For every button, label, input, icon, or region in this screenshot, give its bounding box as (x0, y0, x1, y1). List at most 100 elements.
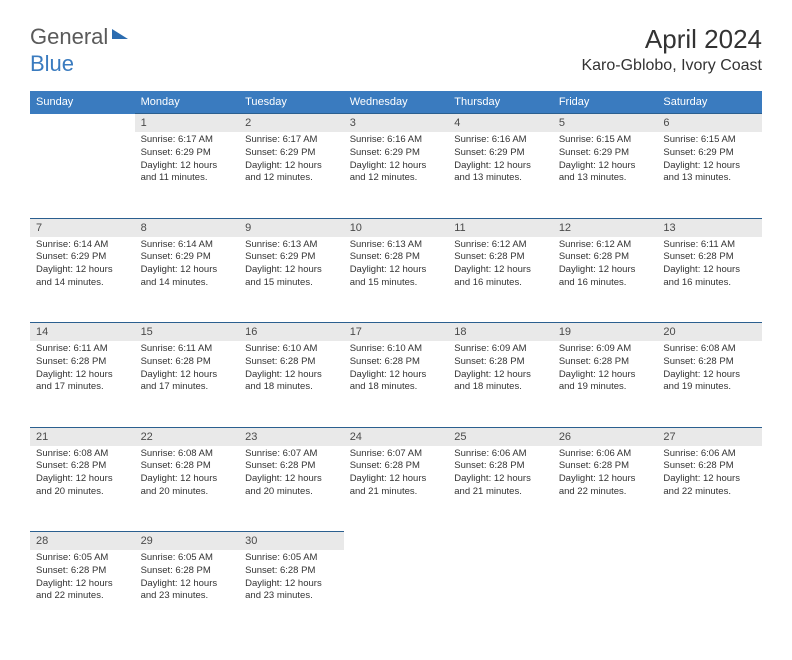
daylight-line: Daylight: 12 hours and 13 minutes. (454, 160, 531, 184)
daylight-line: Daylight: 12 hours and 15 minutes. (350, 264, 427, 288)
day-number-cell: 25 (448, 427, 553, 446)
sunrise-line: Sunrise: 6:05 AM (141, 552, 213, 563)
sunrise-line: Sunrise: 6:09 AM (559, 343, 631, 354)
day-content-cell: Sunrise: 6:08 AMSunset: 6:28 PMDaylight:… (657, 341, 762, 427)
daylight-line: Daylight: 12 hours and 23 minutes. (141, 578, 218, 602)
weekday-wednesday: Wednesday (344, 91, 449, 114)
day-number-cell: 16 (239, 323, 344, 342)
daylight-line: Daylight: 12 hours and 14 minutes. (141, 264, 218, 288)
daylight-line: Daylight: 12 hours and 17 minutes. (141, 369, 218, 393)
sunset-line: Sunset: 6:28 PM (454, 356, 524, 367)
daylight-line: Daylight: 12 hours and 23 minutes. (245, 578, 322, 602)
day-number-cell (30, 114, 135, 133)
day-content-cell: Sunrise: 6:15 AMSunset: 6:29 PMDaylight:… (657, 132, 762, 218)
daylight-line: Daylight: 12 hours and 21 minutes. (454, 473, 531, 497)
day-content-cell: Sunrise: 6:11 AMSunset: 6:28 PMDaylight:… (30, 341, 135, 427)
day-number-cell (448, 532, 553, 551)
daylight-line: Daylight: 12 hours and 16 minutes. (454, 264, 531, 288)
sunrise-line: Sunrise: 6:10 AM (245, 343, 317, 354)
sunset-line: Sunset: 6:28 PM (36, 565, 106, 576)
sunrise-line: Sunrise: 6:13 AM (350, 239, 422, 250)
day-number-cell: 8 (135, 218, 240, 237)
day-content-cell: Sunrise: 6:06 AMSunset: 6:28 PMDaylight:… (553, 446, 658, 532)
weekday-sunday: Sunday (30, 91, 135, 114)
day-content-cell: Sunrise: 6:12 AMSunset: 6:28 PMDaylight:… (553, 237, 658, 323)
sunset-line: Sunset: 6:29 PM (559, 147, 629, 158)
daylight-line: Daylight: 12 hours and 22 minutes. (36, 578, 113, 602)
day-content-cell: Sunrise: 6:08 AMSunset: 6:28 PMDaylight:… (135, 446, 240, 532)
day-content-cell: Sunrise: 6:14 AMSunset: 6:29 PMDaylight:… (135, 237, 240, 323)
sunset-line: Sunset: 6:28 PM (454, 460, 524, 471)
week-content-row: Sunrise: 6:05 AM Sunset: 6:28 PM Daylight:… (30, 550, 762, 636)
daylight-line: Daylight: 12 hours and 12 minutes. (350, 160, 427, 184)
sunset-line: Sunset: 6:28 PM (245, 565, 315, 576)
day-number-cell: 6 (657, 114, 762, 133)
day-content-cell: Sunrise: 6:16 AMSunset: 6:29 PMDaylight:… (448, 132, 553, 218)
daylight-line: Daylight: 12 hours and 18 minutes. (245, 369, 322, 393)
sunset-line: Sunset: 6:28 PM (36, 460, 106, 471)
sunrise-line: Sunrise: 6:05 AM (245, 552, 317, 563)
sunrise-line: Sunrise: 6:13 AM (245, 239, 317, 250)
day-number-cell: 12 (553, 218, 658, 237)
day-content-cell: Sunrise: 6:14 AMSunset: 6:29 PMDaylight:… (30, 237, 135, 323)
day-content-cell: Sunrise: 6:11 AMSunset: 6:28 PMDaylight:… (657, 237, 762, 323)
day-number-cell: 23 (239, 427, 344, 446)
day-content-cell (553, 550, 658, 636)
week-content-row: Sunrise: 6:17 AMSunset: 6:29 PMDaylight:… (30, 132, 762, 218)
logo-word-general: General (30, 24, 108, 50)
sunrise-line: Sunrise: 6:14 AM (36, 239, 108, 250)
weekday-friday: Friday (553, 91, 658, 114)
day-content-cell: Sunrise: 6:05 AM Sunset: 6:28 PM Daylight:… (30, 550, 135, 636)
sunset-line: Sunset: 6:29 PM (141, 147, 211, 158)
sunset-line: Sunset: 6:28 PM (559, 356, 629, 367)
day-content-cell: Sunrise: 6:05 AM Sunset: 6:28 PM Daylight:… (239, 550, 344, 636)
daylight-line: Daylight: 12 hours and 22 minutes. (663, 473, 740, 497)
sunrise-line: Sunrise: 6:12 AM (559, 239, 631, 250)
daylight-line: Daylight: 12 hours and 16 minutes. (663, 264, 740, 288)
daylight-line: Daylight: 12 hours and 20 minutes. (141, 473, 218, 497)
logo-word-blue: Blue (30, 51, 74, 77)
sunrise-line: Sunrise: 6:05 AM (36, 552, 108, 563)
daylight-line: Daylight: 12 hours and 18 minutes. (350, 369, 427, 393)
sunset-line: Sunset: 6:28 PM (245, 356, 315, 367)
day-content-cell: Sunrise: 6:10 AM Sunset: 6:28 PM Daylight:… (239, 341, 344, 427)
sunset-line: Sunset: 6:28 PM (245, 460, 315, 471)
sunset-line: Sunset: 6:28 PM (141, 356, 211, 367)
day-number-cell: 5 (553, 114, 658, 133)
day-number-cell: 21 (30, 427, 135, 446)
day-content-cell: Sunrise: 6:07 AMSunset: 6:28 PMDaylight:… (239, 446, 344, 532)
week-content-row: Sunrise: 6:08 AMSunset: 6:28 PMDaylight:… (30, 446, 762, 532)
brand-logo: General (30, 24, 130, 50)
weekday-thursday: Thursday (448, 91, 553, 114)
week-content-row: Sunrise: 6:14 AMSunset: 6:29 PMDaylight:… (30, 237, 762, 323)
day-content-cell: Sunrise: 6:17 AMSunset: 6:29 PMDaylight:… (239, 132, 344, 218)
sunrise-line: Sunrise: 6:15 AM (663, 134, 735, 145)
day-content-cell: Sunrise: 6:06 AMSunset: 6:28 PMDaylight:… (657, 446, 762, 532)
sunrise-line: Sunrise: 6:07 AM (245, 448, 317, 459)
day-number-cell: 13 (657, 218, 762, 237)
day-number-cell: 20 (657, 323, 762, 342)
daylight-line: Daylight: 12 hours and 13 minutes. (559, 160, 636, 184)
day-number-cell: 9 (239, 218, 344, 237)
calendar-table: Sunday Monday Tuesday Wednesday Thursday… (30, 91, 762, 636)
sunset-line: Sunset: 6:28 PM (559, 251, 629, 262)
sunrise-line: Sunrise: 6:11 AM (36, 343, 108, 354)
sunrise-line: Sunrise: 6:06 AM (454, 448, 526, 459)
daylight-line: Daylight: 12 hours and 19 minutes. (559, 369, 636, 393)
sunrise-line: Sunrise: 6:06 AM (559, 448, 631, 459)
day-content-cell: Sunrise: 6:09 AMSunset: 6:28 PMDaylight:… (448, 341, 553, 427)
sunrise-line: Sunrise: 6:07 AM (350, 448, 422, 459)
day-content-cell (448, 550, 553, 636)
day-content-cell (30, 132, 135, 218)
day-number-cell: 29 (135, 532, 240, 551)
sunrise-line: Sunrise: 6:09 AM (454, 343, 526, 354)
sunset-line: Sunset: 6:28 PM (663, 460, 733, 471)
day-number-cell: 17 (344, 323, 449, 342)
sunset-line: Sunset: 6:29 PM (245, 147, 315, 158)
day-content-cell: Sunrise: 6:13 AMSunset: 6:28 PMDaylight:… (344, 237, 449, 323)
week-daynum-row: 282930 (30, 532, 762, 551)
sunrise-line: Sunrise: 6:11 AM (663, 239, 735, 250)
sunset-line: Sunset: 6:28 PM (559, 460, 629, 471)
day-number-cell (553, 532, 658, 551)
daylight-line: Daylight: 12 hours and 15 minutes. (245, 264, 322, 288)
